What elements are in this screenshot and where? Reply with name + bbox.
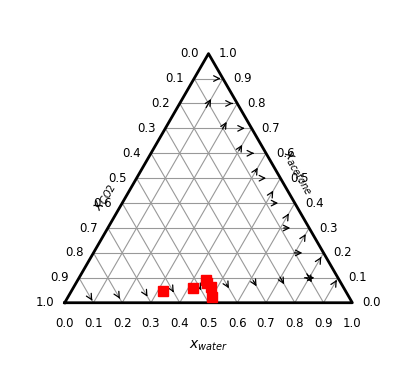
Text: 0.6: 0.6: [228, 317, 246, 330]
Text: 1.0: 1.0: [36, 296, 55, 309]
Text: 0.7: 0.7: [79, 222, 98, 234]
Text: 0.7: 0.7: [257, 317, 275, 330]
Text: 1.0: 1.0: [343, 317, 362, 330]
Text: 0.3: 0.3: [142, 317, 160, 330]
Text: 0.2: 0.2: [113, 317, 131, 330]
Text: 1.0: 1.0: [219, 47, 237, 60]
Text: 0.0: 0.0: [180, 47, 198, 60]
Text: $x_{acetone}$: $x_{acetone}$: [279, 147, 316, 197]
Text: 0.8: 0.8: [247, 97, 266, 110]
Text: 0.9: 0.9: [314, 317, 333, 330]
Text: 0.3: 0.3: [137, 122, 155, 135]
Text: 0.5: 0.5: [199, 317, 218, 330]
Text: 0.3: 0.3: [319, 222, 338, 234]
Text: 0.2: 0.2: [151, 97, 170, 110]
Text: 0.5: 0.5: [291, 171, 309, 185]
Text: 0.0: 0.0: [362, 296, 381, 309]
Text: 0.0: 0.0: [55, 317, 74, 330]
Text: 0.8: 0.8: [286, 317, 304, 330]
Text: 0.9: 0.9: [50, 271, 69, 284]
Text: 0.9: 0.9: [233, 72, 251, 85]
Text: 0.4: 0.4: [305, 197, 324, 210]
Text: $x_{CO2}$: $x_{CO2}$: [91, 181, 119, 214]
Text: 0.1: 0.1: [348, 271, 367, 284]
Text: 0.6: 0.6: [276, 147, 295, 160]
Text: 0.1: 0.1: [84, 317, 103, 330]
Text: $x_{water}$: $x_{water}$: [189, 339, 228, 353]
Text: 0.4: 0.4: [171, 317, 189, 330]
Text: 0.1: 0.1: [166, 72, 184, 85]
Text: 0.5: 0.5: [108, 171, 126, 185]
Text: 0.2: 0.2: [334, 246, 352, 260]
Text: 0.8: 0.8: [65, 246, 83, 260]
Text: 0.4: 0.4: [122, 147, 141, 160]
Text: 0.6: 0.6: [93, 197, 112, 210]
Text: 0.7: 0.7: [262, 122, 280, 135]
